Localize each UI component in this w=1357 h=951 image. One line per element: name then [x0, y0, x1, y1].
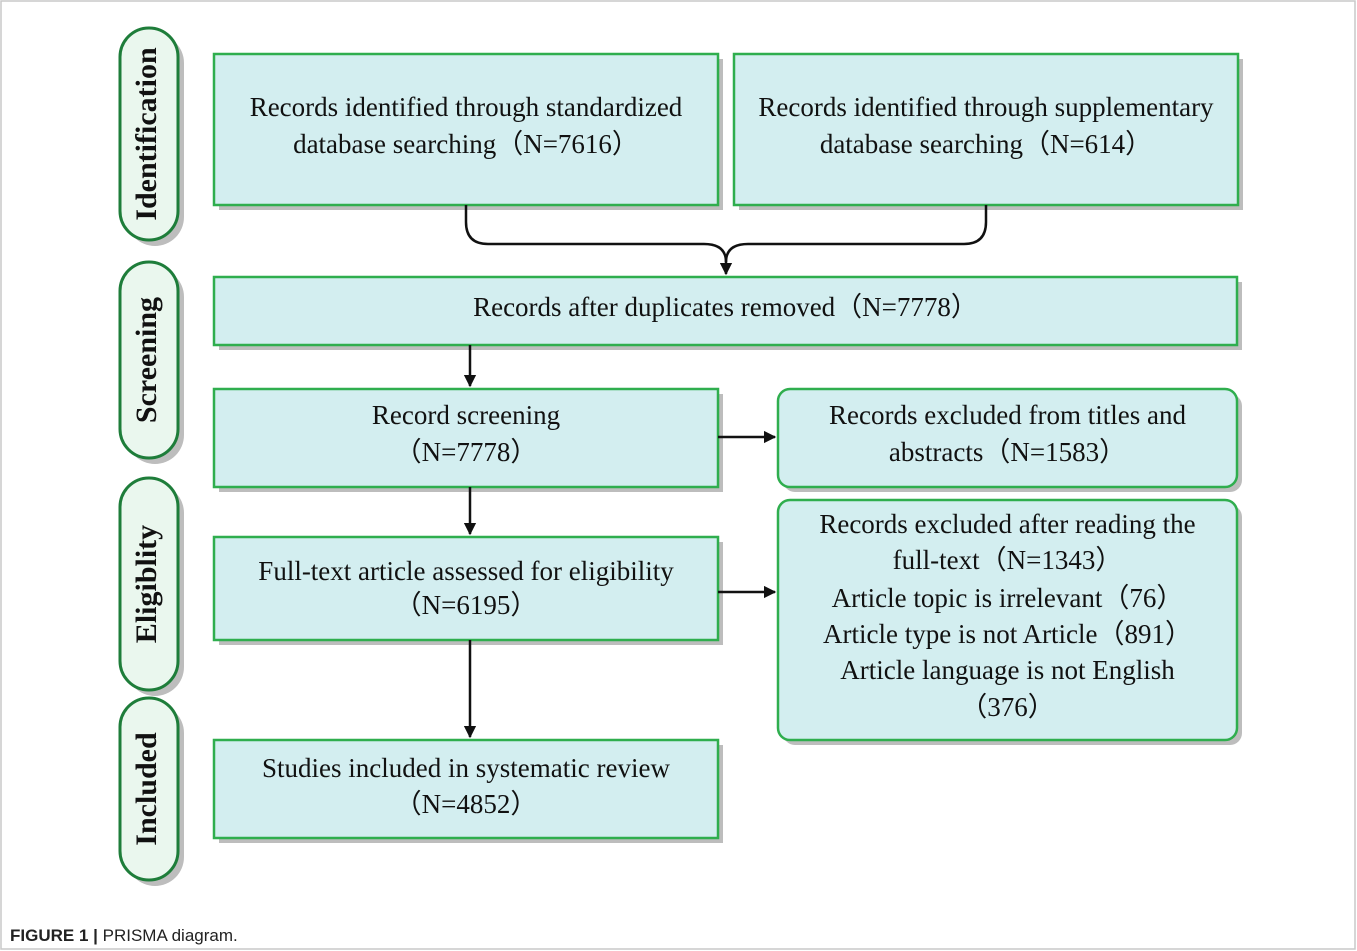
box-text: Records excluded from titles and	[829, 400, 1186, 430]
box	[212, 535, 720, 642]
phase-label: Eligiblity	[130, 525, 163, 643]
box-text: Record screening	[372, 400, 560, 430]
connectors	[463, 205, 988, 739]
phase: Identification	[118, 26, 184, 246]
phase-label: Identification	[130, 47, 163, 221]
box-text: Records after duplicates removed（N=7778）	[473, 292, 978, 322]
phase-pill	[118, 26, 180, 242]
box	[212, 387, 720, 489]
box-text: （376）	[960, 692, 1055, 722]
box-text: （N=7778）	[395, 437, 538, 467]
flow-box: Records identified through standardized d…	[212, 52, 723, 210]
box	[212, 738, 720, 840]
flow-box: Full-text article assessed for eligibili…	[212, 535, 723, 645]
box-text: Article language is not English	[840, 655, 1175, 685]
box-text: Records identified through standardized	[250, 92, 683, 122]
flow-box: Records identified through supplementary…	[732, 52, 1243, 210]
box	[212, 275, 1239, 347]
phase-pill	[118, 260, 180, 460]
box	[776, 387, 1239, 489]
flow-box: Studies included in systematic review （N=…	[212, 738, 723, 843]
phase-label: Screening	[130, 297, 163, 423]
caption: FIGURE 1 | PRISMA diagram.	[10, 926, 238, 945]
box-text: Article topic is irrelevant（76）	[832, 583, 1184, 613]
flow-box: Record screening （N=7778）	[212, 387, 723, 492]
phase: Screening	[118, 260, 184, 464]
box-text: Full-text article assessed for eligibili…	[258, 556, 674, 586]
box-text: Records identified through supplementary	[758, 92, 1214, 122]
phase: Eligiblity	[118, 476, 184, 696]
box-text: （N=6195）	[395, 590, 538, 620]
merge-bracket	[464, 205, 988, 263]
phase-pill	[118, 696, 180, 882]
box-text: Studies included in systematic review	[262, 753, 670, 783]
caption-text: PRISMA diagram.	[103, 926, 238, 945]
box-text: （N=4852）	[395, 789, 538, 819]
phase-label: Included	[130, 732, 163, 846]
box	[732, 52, 1240, 207]
flow-box: Records excluded from titles and abstract…	[776, 387, 1242, 492]
phase-pill	[118, 476, 180, 692]
caption-label: FIGURE 1 |	[10, 926, 98, 945]
phase: Included	[118, 696, 184, 886]
box-text: Article type is not Article（891）	[823, 619, 1192, 649]
box-text: full-text（N=1343）	[893, 545, 1123, 575]
box-text: abstracts（N=1583）	[889, 437, 1126, 467]
box	[776, 498, 1239, 742]
flow-box: Records excluded after reading the full-t…	[776, 498, 1242, 745]
box-text: database searching（N=614）	[820, 129, 1152, 159]
flow-box: Records after duplicates removed（N=7778）	[212, 275, 1242, 350]
box	[212, 52, 720, 207]
box-text: database searching（N=7616）	[293, 129, 639, 159]
box-text: Records excluded after reading the	[819, 509, 1195, 539]
